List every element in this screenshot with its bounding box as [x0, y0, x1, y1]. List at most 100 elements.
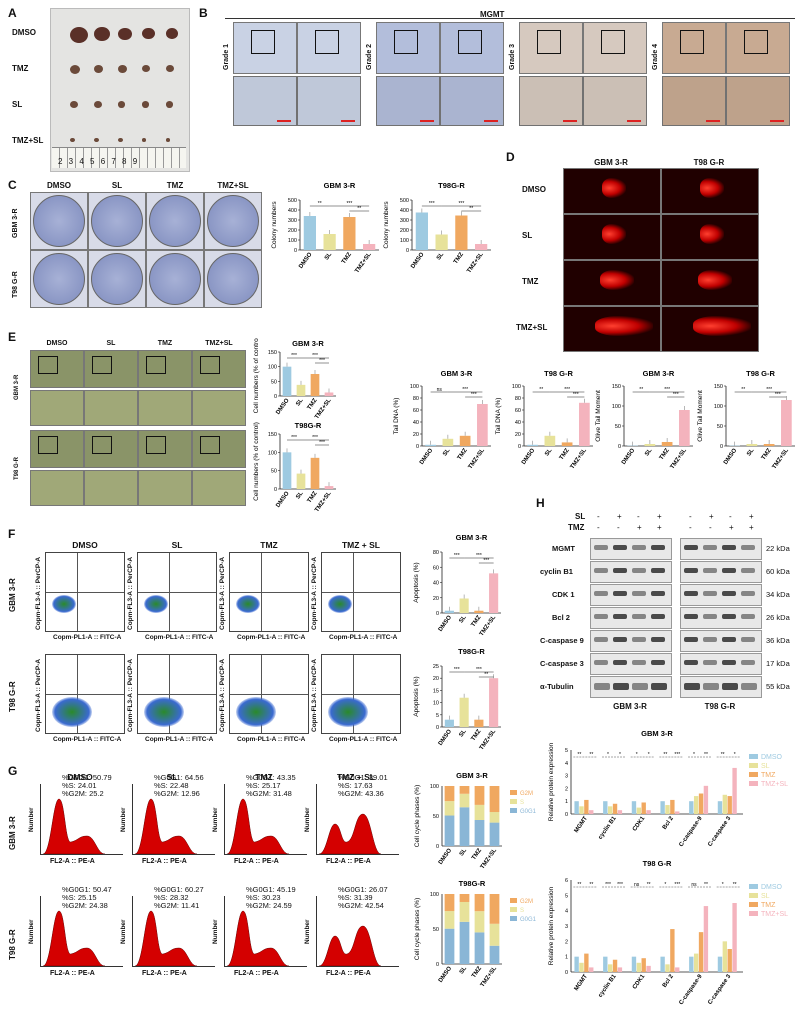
culture-plate — [207, 195, 259, 247]
legend-swatch — [510, 790, 517, 795]
blot-band — [613, 591, 627, 596]
blot-strip-gbm — [590, 607, 672, 629]
histogram-curve — [226, 910, 290, 967]
hist-y-label: Number — [120, 807, 127, 832]
blot-strip-t98 — [680, 607, 762, 629]
x-tick-label: DMSO — [419, 447, 434, 465]
flow-density — [52, 697, 92, 727]
comet-head — [599, 270, 634, 290]
y-tick-label: 1 — [565, 799, 568, 805]
scale-bar — [627, 120, 641, 122]
column-header: DMSO — [46, 340, 68, 347]
legend-swatch — [749, 902, 758, 907]
x-tick-label: TMZ — [761, 447, 773, 461]
bar — [444, 719, 454, 727]
bar — [603, 801, 608, 814]
legend-swatch — [510, 898, 517, 903]
ihc-high-mag — [440, 76, 504, 126]
y-tick-label: 1 — [565, 955, 568, 961]
y-axis-label: Tail DNA (%) — [393, 398, 400, 435]
y-tick-label: 60 — [413, 408, 419, 414]
scale-bar — [277, 120, 291, 122]
x-tick-label: SL — [459, 965, 469, 975]
quadrant-h — [322, 694, 400, 695]
hist-x-label: FL2-A :: PE-A — [326, 970, 371, 977]
y-axis-label: Olive Tail Moment — [595, 390, 602, 442]
kda-label: 36 kDa — [766, 636, 790, 645]
histogram-plot — [132, 784, 215, 855]
blot-band — [613, 545, 627, 550]
legend-swatch — [749, 893, 758, 898]
sig-mark: *** — [674, 882, 680, 888]
column-header: TMZ — [255, 772, 273, 782]
histogram-curve — [318, 813, 382, 855]
y-tick-label: 100 — [268, 450, 277, 456]
ruler — [52, 147, 186, 168]
flow-plot — [45, 654, 125, 734]
bar — [310, 374, 320, 396]
y-tick-label: 50 — [615, 424, 621, 430]
hist-y-label: Number — [28, 919, 35, 944]
tumor-sample — [142, 27, 155, 40]
x-tick-label: DMSO — [298, 251, 313, 269]
legend-swatch — [510, 799, 517, 804]
histogram-plot — [224, 784, 307, 855]
sl-sign: - — [729, 512, 732, 521]
bar — [717, 956, 723, 972]
bar — [689, 801, 694, 814]
chart-title: T98G-R — [438, 181, 465, 190]
stacked-segment — [474, 911, 485, 933]
blot-strip-t98 — [680, 584, 762, 606]
sig-mark: *** — [483, 558, 489, 564]
bar — [324, 392, 334, 396]
sig-mark: *** — [573, 392, 579, 398]
quadrant-v — [261, 553, 263, 631]
bar — [579, 962, 584, 972]
hist-x-label: FL2-A :: PE-A — [50, 970, 95, 977]
column-header: SL — [171, 540, 183, 550]
blot-band — [703, 591, 717, 596]
zoom-box — [146, 356, 166, 374]
y-tick-label: 50 — [717, 424, 723, 430]
kda-label: 60 kDa — [766, 567, 790, 576]
quadrant-v — [169, 553, 171, 631]
blot-strip-gbm — [590, 538, 672, 560]
blot-band — [594, 614, 608, 619]
x-tick-label: TMZ — [471, 614, 483, 628]
x-tick-label: SL — [644, 447, 654, 457]
flow-density — [52, 595, 76, 613]
culture-plate — [149, 253, 201, 305]
stacked-segment — [459, 807, 470, 846]
hist-y-label: Number — [212, 919, 219, 944]
cell-high-mag — [192, 390, 246, 426]
tumor-row-label: SL — [12, 100, 23, 109]
chart-e-t98: T98G-R 0 50 100 150 Cell numbers (% of contro… — [253, 421, 336, 513]
zoom-box — [38, 356, 58, 374]
scale-bar — [563, 120, 577, 122]
mgmt-title: MGMT — [480, 10, 505, 19]
x-tick-label: TMZ+SL — [670, 447, 689, 470]
x-tick-label: DMSO — [438, 614, 453, 632]
y-axis-label: Apoptosis (%) — [413, 562, 420, 602]
sl-label: SL — [575, 512, 586, 521]
flow-y-label: Copm-FL3-A :: PerCP-A — [127, 556, 134, 630]
tmz-sign: + — [657, 523, 662, 532]
x-tick-label: SL — [458, 614, 468, 624]
chart-title: T98G-R — [459, 879, 486, 888]
y-tick-label: 0 — [274, 394, 277, 400]
x-tick-label: SL — [746, 447, 756, 457]
chart-h-gbm: GBM 3-R 0 1 2 3 4 5 Relative protein expression… — [548, 729, 788, 848]
legend-label: TMZ — [761, 902, 776, 909]
x-tick-label: SL — [295, 397, 305, 407]
y-tick-label: 100 — [288, 238, 297, 244]
sl-sign: - — [597, 512, 600, 521]
blot-band — [594, 545, 608, 550]
ihc-high-mag — [519, 76, 583, 126]
cycle-stats: %G0G1: 39.01 %S: 17.63 %G2M: 43.36 — [338, 773, 388, 798]
cycle-stats: %G0G1: 50.47 %S: 25.15 %G2M: 24.38 — [62, 885, 112, 910]
y-tick-label: 0 — [618, 444, 621, 450]
kda-label: 34 kDa — [766, 590, 790, 599]
blot-strip-t98 — [680, 630, 762, 652]
flow-y-label: Copm-FL3-A :: PerCP-A — [127, 658, 134, 732]
chart-title: GBM 3-R — [456, 533, 488, 542]
